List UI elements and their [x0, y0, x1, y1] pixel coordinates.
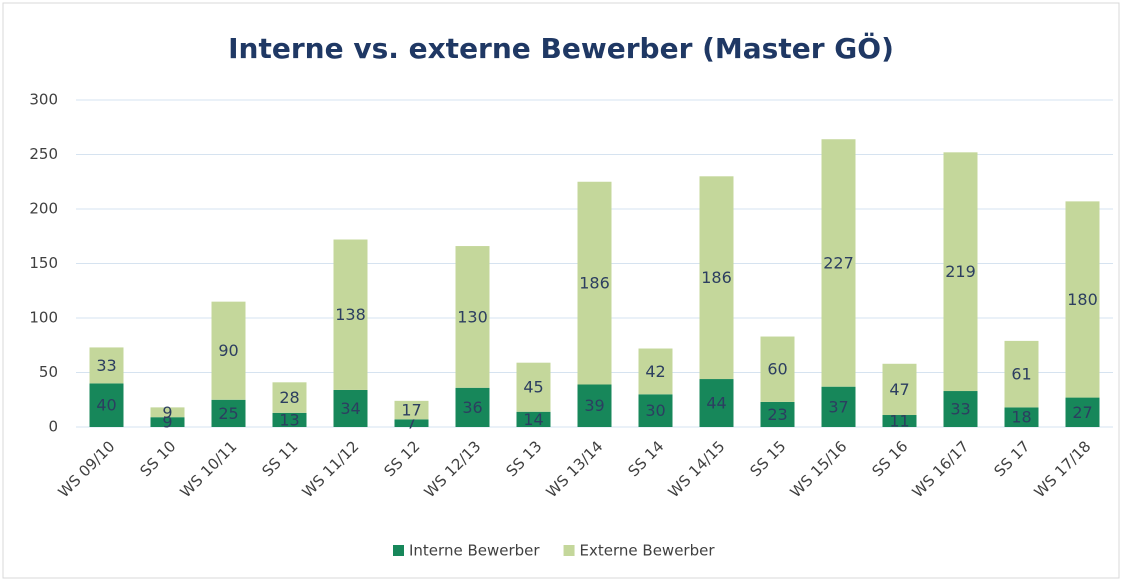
- bar-segment: [272, 412, 307, 427]
- bar-segment: [1065, 397, 1100, 427]
- bar-segment: [394, 419, 429, 427]
- bar-segment: [211, 399, 246, 427]
- bar-segment: [638, 348, 673, 395]
- bar-segment: [455, 246, 490, 388]
- data-label: 39: [584, 396, 604, 415]
- data-label: 40: [96, 396, 116, 415]
- data-label: 25: [218, 404, 238, 423]
- data-label: 180: [1067, 290, 1098, 309]
- bar-segment: [89, 347, 124, 384]
- data-label: 9: [162, 413, 172, 432]
- bar-segment: [150, 417, 185, 427]
- legend-swatch: [563, 545, 575, 556]
- data-label: 227: [823, 253, 854, 272]
- data-label: 13: [279, 410, 299, 429]
- data-label: 34: [340, 399, 360, 418]
- data-label: 186: [579, 274, 610, 293]
- data-label: 33: [96, 356, 116, 375]
- bar-segment: [455, 387, 490, 427]
- legend-swatch: [393, 545, 404, 556]
- legend-label: Externe Bewerber: [580, 542, 716, 560]
- bar-segment: [943, 152, 978, 392]
- data-label: 219: [945, 262, 976, 281]
- bar-segment: [638, 394, 673, 427]
- bar-segment: [516, 411, 551, 427]
- data-label: 18: [1011, 408, 1031, 427]
- bar-segment: [699, 379, 734, 427]
- bar-segment: [699, 176, 734, 380]
- bar-segment: [333, 239, 368, 390]
- y-tick-label: 100: [29, 309, 58, 327]
- bar-segment: [882, 415, 917, 427]
- y-tick-label: 50: [39, 363, 58, 381]
- bar-segment: [150, 407, 185, 418]
- bar-segment: [1065, 201, 1100, 398]
- data-label: 14: [523, 410, 543, 429]
- data-label: 138: [335, 305, 366, 324]
- bar-segment: [516, 362, 551, 412]
- bar-segment: [760, 401, 795, 427]
- data-label: 28: [279, 388, 299, 407]
- data-label: 60: [767, 360, 787, 379]
- bar-segment: [1004, 407, 1039, 427]
- bar-segment: [333, 389, 368, 427]
- data-label: 37: [828, 397, 848, 416]
- bar-segment: [760, 336, 795, 402]
- y-tick-label: 250: [29, 145, 58, 163]
- y-tick-label: 0: [48, 418, 58, 436]
- bar-segment: [821, 139, 856, 387]
- data-label: 11: [889, 412, 909, 431]
- data-label: 9: [162, 403, 172, 422]
- bar-segment: [577, 384, 612, 427]
- y-tick-label: 200: [29, 200, 58, 218]
- bar-segment: [1004, 340, 1039, 408]
- data-label: 186: [701, 268, 732, 287]
- bar-segment: [394, 400, 429, 420]
- chart-title: Interne vs. externe Bewerber (Master GÖ): [228, 31, 894, 65]
- data-label: 33: [950, 400, 970, 419]
- bar-segment: [821, 386, 856, 427]
- data-label: 45: [523, 378, 543, 397]
- data-label: 130: [457, 307, 488, 326]
- data-label: 90: [218, 341, 238, 360]
- legend-label: Interne Bewerber: [409, 542, 540, 560]
- data-label: 61: [1011, 365, 1031, 384]
- bar-segment: [211, 301, 246, 400]
- data-label: 36: [462, 398, 482, 417]
- data-label: 30: [645, 401, 665, 420]
- bar-segment: [272, 382, 307, 413]
- data-label: 44: [706, 394, 726, 413]
- data-label: 47: [889, 380, 909, 399]
- bar-segment: [577, 181, 612, 385]
- bar-segment: [943, 391, 978, 427]
- data-label: 23: [767, 405, 787, 424]
- data-label: 42: [645, 362, 665, 381]
- data-label: 27: [1072, 403, 1092, 422]
- y-tick-label: 300: [29, 91, 58, 109]
- bar-segment: [89, 383, 124, 427]
- y-tick-label: 150: [29, 254, 58, 272]
- data-label: 7: [406, 414, 416, 433]
- data-label: 17: [401, 401, 421, 420]
- bar-segment: [882, 363, 917, 416]
